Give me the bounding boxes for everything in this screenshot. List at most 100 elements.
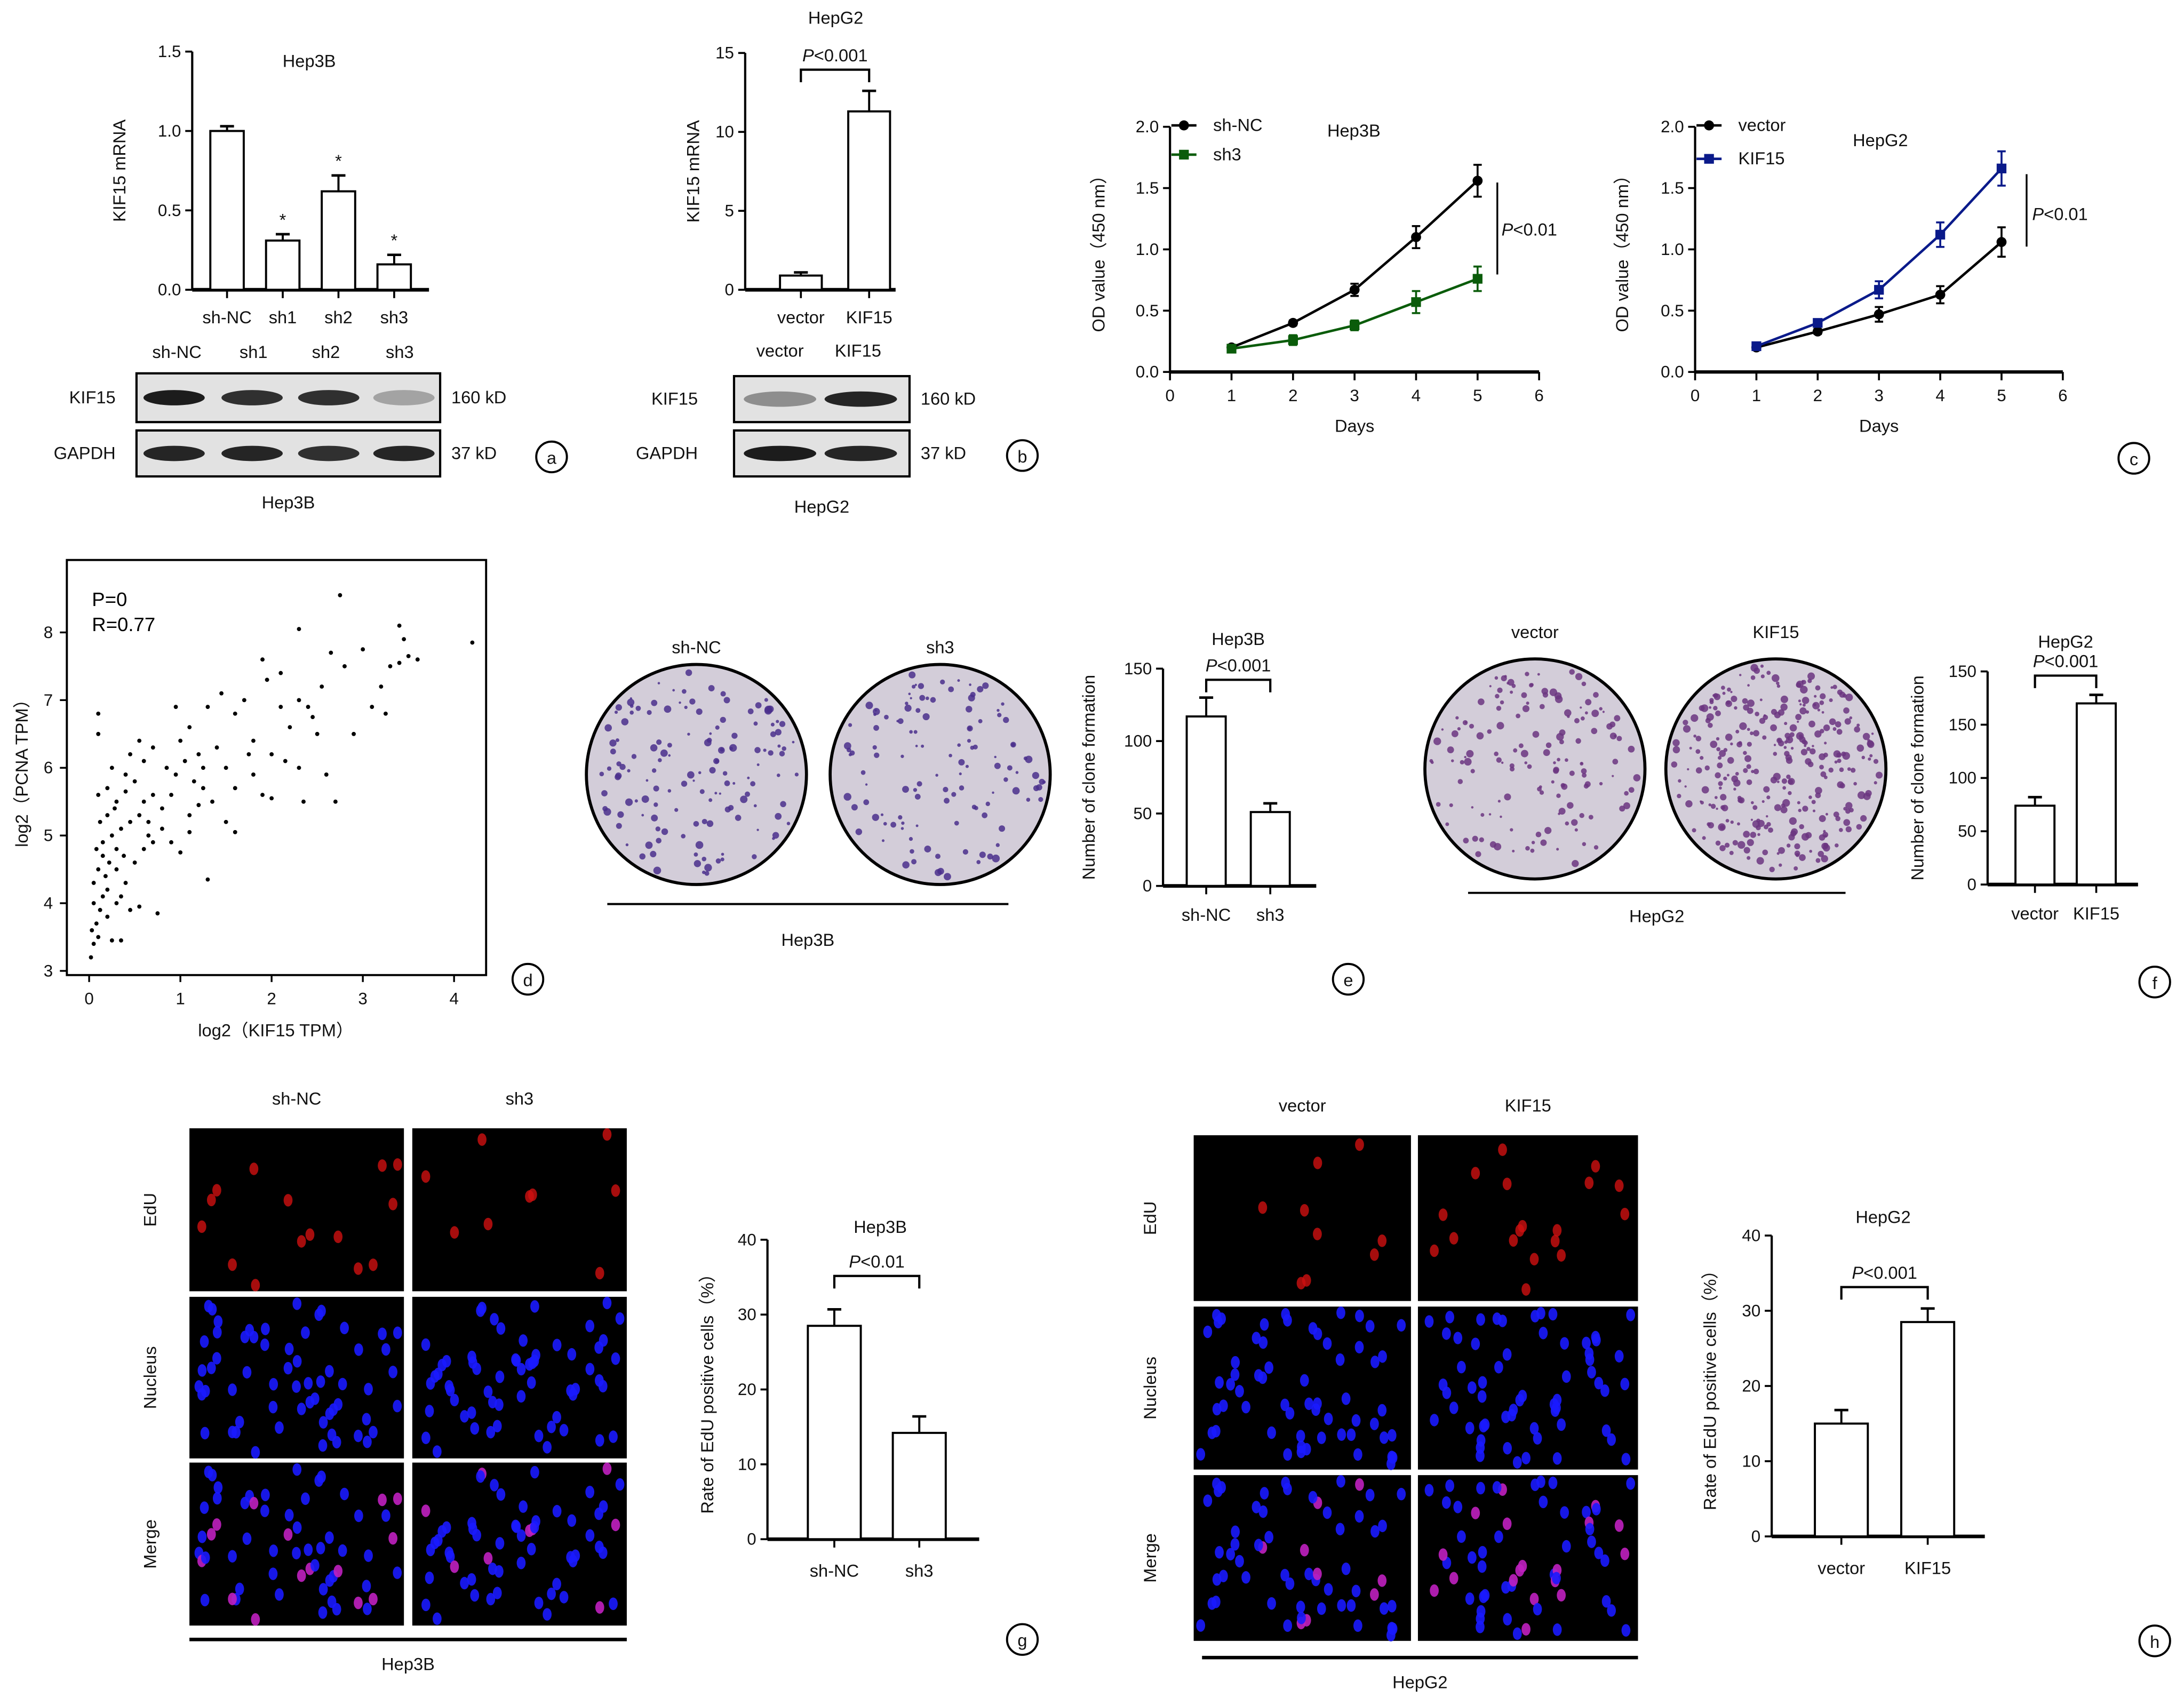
c1-x-tick-label: 4 [1412, 386, 1421, 405]
f-colony [1537, 786, 1542, 792]
f-colony [1784, 740, 1788, 744]
d-scatter-point [109, 833, 114, 838]
a-significance-star: * [391, 230, 398, 250]
g-cell-nucleus [585, 1363, 595, 1376]
f-colony [1466, 750, 1474, 758]
e-colony [651, 699, 658, 706]
f-colony [1585, 699, 1592, 706]
f-colony [1784, 732, 1791, 739]
e-colony [619, 763, 626, 770]
g-cell-nucleus [512, 1520, 521, 1533]
f-colony [1574, 718, 1580, 723]
g-cell-nucleus [292, 1463, 302, 1476]
panel-letter-circle [1006, 1623, 1039, 1656]
f-colony [1788, 778, 1795, 785]
g-cell-nucleus [327, 1428, 337, 1441]
h-cell-nucleus [1336, 1475, 1345, 1488]
f-colony [1776, 852, 1780, 855]
d-scatter-point [113, 806, 117, 811]
e-colony [1032, 771, 1040, 779]
e-colony [693, 820, 699, 827]
d-scatter-point [100, 854, 105, 858]
h-cell-nucleus [1252, 1332, 1261, 1344]
e-colony [959, 785, 965, 791]
g-cell-nucleus [284, 1509, 294, 1521]
h-cell-nucleus [1521, 1623, 1531, 1636]
f-colony [1719, 845, 1726, 851]
g-cell-nucleus [595, 1266, 604, 1280]
e-colony [704, 871, 710, 876]
f-colony [1747, 684, 1750, 687]
h-cell-nucleus [1341, 1392, 1351, 1405]
f-colony [1708, 803, 1712, 807]
h-cell-nucleus [1552, 1572, 1561, 1584]
a-blot-band [373, 390, 435, 405]
f-colony [1797, 801, 1800, 804]
h-cell-nucleus [1477, 1390, 1487, 1403]
h-cell-nucleus [1370, 1417, 1379, 1430]
f-colony [1525, 846, 1530, 851]
e-colony [720, 857, 724, 862]
g-cell-nucleus [228, 1592, 237, 1605]
e-colony [627, 769, 631, 772]
f-colony [1478, 698, 1485, 705]
f-colony [1844, 718, 1851, 725]
h-cell-nucleus [1548, 1308, 1558, 1321]
f-colony [1789, 732, 1795, 737]
e-colony [753, 721, 758, 726]
e-colony [999, 825, 1006, 832]
c2-x-tick-label: 4 [1935, 386, 1944, 405]
f-colony [1553, 761, 1556, 764]
f-colony [1695, 736, 1702, 742]
f-colony [1784, 751, 1790, 756]
f-colony [1750, 832, 1757, 838]
e-colony [695, 841, 704, 849]
e-colony [994, 755, 997, 759]
e-colony [653, 866, 661, 875]
g-cell-nucleus [301, 1326, 310, 1339]
c1-y-tick-label: 0.0 [1136, 363, 1159, 381]
d-scatter-point [269, 796, 274, 801]
f-colony [1574, 828, 1578, 832]
f-colony [1743, 831, 1750, 838]
h-cell-nucleus [1457, 1530, 1466, 1543]
f-colony [1787, 738, 1790, 740]
f-colony [1540, 839, 1547, 846]
f-colony [1721, 686, 1725, 690]
f-colony [1813, 703, 1816, 706]
f-y-tick-label: 150 [1949, 662, 1976, 681]
c2-data-point-KIF15 [1996, 163, 2007, 173]
g-cell-nucleus [483, 1217, 493, 1231]
g-cell-nucleus [354, 1509, 363, 1523]
e-colony [667, 743, 672, 748]
g-cell-nucleus [421, 1504, 431, 1517]
e-colony [916, 781, 922, 787]
g-cell-nucleus [378, 1327, 387, 1340]
h-cell-nucleus [1283, 1619, 1293, 1632]
g-cell-nucleus [325, 1574, 334, 1587]
h-cell-nucleus [1560, 1337, 1569, 1350]
e-colony [721, 852, 724, 856]
e-colony [635, 705, 641, 711]
g-cell-nucleus [393, 1326, 402, 1339]
e-colony [747, 776, 750, 779]
f-colony [1447, 746, 1454, 754]
h-cell-nucleus [1539, 1326, 1548, 1340]
h-cell-nucleus [1457, 1360, 1466, 1374]
h-cell-nucleus [1285, 1407, 1295, 1420]
e-y-axis-label: Number of clone formation [1079, 675, 1098, 880]
g-cell-nucleus [534, 1429, 544, 1443]
e-colony [615, 774, 621, 780]
f-colony [1556, 793, 1561, 798]
f-colony [1871, 732, 1874, 735]
f-colony [1860, 815, 1867, 822]
f-colony [1464, 758, 1472, 766]
f-colony [1713, 706, 1718, 711]
g-cell-nucleus [430, 1370, 440, 1383]
g-cell-nucleus [381, 1509, 390, 1522]
g-cell-nucleus [197, 1364, 207, 1377]
f-colony [1874, 781, 1877, 785]
c1-data-point-sh3 [1411, 297, 1421, 307]
h-y-tick-label: 40 [1742, 1226, 1760, 1245]
f-colony [1683, 725, 1691, 733]
